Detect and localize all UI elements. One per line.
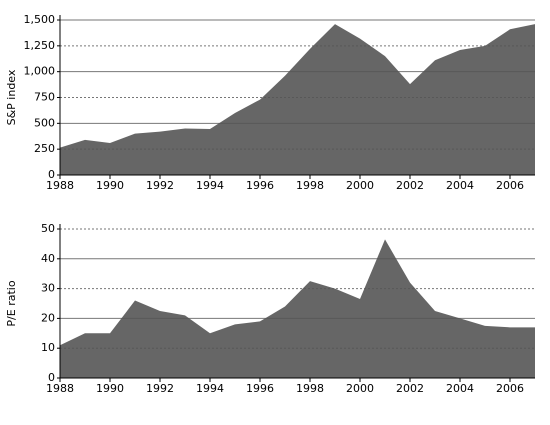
x-tick-label: 1996 bbox=[246, 179, 274, 192]
y-tick-label: 30 bbox=[41, 282, 55, 295]
x-tick-label: 1998 bbox=[296, 382, 324, 395]
x-tick-label: 2000 bbox=[346, 382, 374, 395]
y-tick-label: 0 bbox=[48, 168, 55, 181]
x-tick-label: 1994 bbox=[196, 382, 224, 395]
y-tick-label: 1,000 bbox=[24, 65, 56, 78]
area bbox=[60, 24, 535, 176]
y-tick-label: 50 bbox=[41, 222, 55, 235]
y-tick-label: 0 bbox=[48, 371, 55, 384]
y-tick-label: 500 bbox=[34, 116, 55, 129]
y-axis-label: P/E ratio bbox=[5, 280, 18, 326]
x-tick-label: 1992 bbox=[146, 179, 174, 192]
x-tick-label: 1992 bbox=[146, 382, 174, 395]
x-tick-label: 2006 bbox=[496, 179, 524, 192]
x-tick-label: 1988 bbox=[46, 382, 74, 395]
y-tick-label: 250 bbox=[34, 142, 55, 155]
x-tick-label: 2000 bbox=[346, 179, 374, 192]
x-tick-label: 1994 bbox=[196, 179, 224, 192]
x-tick-label: 1990 bbox=[96, 179, 124, 192]
y-tick-label: 1,250 bbox=[24, 39, 56, 52]
y-axis-label: S&P index bbox=[5, 69, 18, 125]
x-tick-label: 2002 bbox=[396, 179, 424, 192]
x-tick-label: 1998 bbox=[296, 179, 324, 192]
x-tick-label: 2004 bbox=[446, 179, 474, 192]
y-tick-label: 10 bbox=[41, 341, 55, 354]
area bbox=[60, 239, 535, 378]
x-tick-label: 1988 bbox=[46, 179, 74, 192]
x-tick-label: 2006 bbox=[496, 382, 524, 395]
x-tick-label: 1996 bbox=[246, 382, 274, 395]
x-tick-label: 2002 bbox=[396, 382, 424, 395]
y-tick-label: 750 bbox=[34, 91, 55, 104]
x-tick-label: 2004 bbox=[446, 382, 474, 395]
y-tick-label: 40 bbox=[41, 252, 55, 265]
y-tick-label: 20 bbox=[41, 311, 55, 324]
y-tick-label: 1,500 bbox=[24, 13, 56, 26]
x-tick-label: 1990 bbox=[96, 382, 124, 395]
